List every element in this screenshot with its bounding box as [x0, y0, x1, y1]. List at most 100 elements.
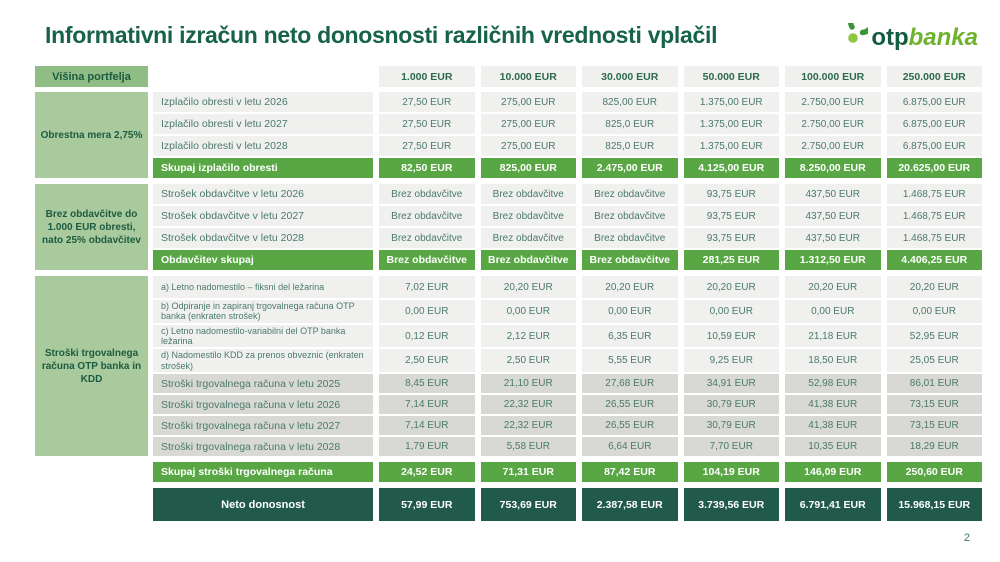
- table-row: Stroški trgovalnega računa v letu 2028 1,…: [153, 437, 982, 457]
- value-cell: 1.468,75 EUR: [886, 184, 982, 204]
- table-row: Skupaj stroški trgovalnega računa 24,52 E…: [153, 462, 982, 483]
- value-cell: 753,69 EUR: [480, 488, 576, 522]
- value-cell: 1.468,75 EUR: [886, 228, 982, 248]
- value-cell: 0,00 EUR: [683, 300, 779, 323]
- table-row: Obdavčitev skupaj Brez obdavčitve Brez obd…: [153, 250, 982, 270]
- value-cell: Brez obdavčitve: [480, 250, 576, 270]
- otp-banka-logo: otpbanka: [838, 23, 978, 53]
- value-cell: 26,55 EUR: [582, 416, 678, 436]
- value-cell: 437,50 EUR: [785, 206, 881, 226]
- value-cell: 6.875,00 EUR: [886, 92, 982, 112]
- row-label: a) Letno nadomestilo – fiksni del ležari…: [153, 276, 373, 298]
- value-cell: 27,50 EUR: [379, 136, 475, 156]
- row-label: Stroški trgovalnega računa v letu 2028: [153, 437, 373, 457]
- value-cell: 22,32 EUR: [480, 416, 576, 436]
- row-label: Strošek obdavčitve v letu 2027: [153, 206, 373, 226]
- value-cell: Brez obdavčitve: [480, 228, 576, 248]
- value-cell: 6.791,41 EUR: [785, 488, 881, 522]
- value-cell: 7,14 EUR: [379, 395, 475, 415]
- otp-logo-icon: [838, 23, 869, 53]
- value-cell: 52,95 EUR: [886, 324, 982, 348]
- table-row: Strošek obdavčitve v letu 2027 Brez obdav…: [153, 206, 982, 226]
- value-cell: 52,98 EUR: [785, 374, 881, 394]
- value-cell: 0,00 EUR: [886, 300, 982, 323]
- grand-total-row-wrap: Skupaj stroški trgovalnega računa 24,52 E…: [35, 462, 982, 483]
- value-cell: 2.750,00 EUR: [785, 114, 881, 134]
- row-label: Obdavčitev skupaj: [153, 250, 373, 270]
- value-cell: 3.739,56 EUR: [683, 488, 779, 522]
- value-cell: 20.625,00 EUR: [886, 158, 982, 178]
- row-label: c) Letno nadomestilo-variabilni del OTP …: [153, 324, 373, 348]
- otp-logo-text: otpbanka: [871, 26, 978, 50]
- value-cell: 73,15 EUR: [886, 416, 982, 436]
- section-rows: Neto donosnost 57,99 EUR 753,69 EUR 2.387,5…: [153, 488, 982, 522]
- table-section: Obrestna mera 2,75% Izplačilo obresti v l…: [35, 92, 982, 178]
- column-header: 250.000 EUR: [886, 66, 982, 87]
- value-cell: 2.387,58 EUR: [582, 488, 678, 522]
- column-header: 50.000 EUR: [683, 66, 779, 87]
- value-cell: Brez obdavčitve: [480, 206, 576, 226]
- row-label: Izplačilo obresti v letu 2026: [153, 92, 373, 112]
- section-label: Obrestna mera 2,75%: [35, 92, 148, 178]
- table-row: b) Odpiranje in zapiranj trgovalnega rač…: [153, 300, 982, 323]
- value-cell: 8.250,00 EUR: [785, 158, 881, 178]
- table-row: Strošek obdavčitve v letu 2028 Brez obdav…: [153, 228, 982, 248]
- row-label: Strošek obdavčitve v letu 2026: [153, 184, 373, 204]
- value-cell: 24,52 EUR: [379, 462, 475, 483]
- value-cell: 57,99 EUR: [379, 488, 475, 522]
- row-label: Skupaj izplačilo obresti: [153, 158, 373, 178]
- value-cell: Brez obdavčitve: [582, 250, 678, 270]
- value-cell: Brez obdavčitve: [582, 206, 678, 226]
- value-cell: 7,14 EUR: [379, 416, 475, 436]
- value-cell: 20,20 EUR: [582, 276, 678, 298]
- table-row: Izplačilo obresti v letu 2026 27,50 EUR 27…: [153, 92, 982, 112]
- value-cell: 825,0 EUR: [582, 136, 678, 156]
- value-cell: Brez obdavčitve: [582, 184, 678, 204]
- value-cell: 20,20 EUR: [683, 276, 779, 298]
- value-cell: 437,50 EUR: [785, 184, 881, 204]
- table-row: a) Letno nadomestilo – fiksni del ležari…: [153, 276, 982, 298]
- table-body: Obrestna mera 2,75% Izplačilo obresti v l…: [35, 92, 982, 522]
- table-row: Stroški trgovalnega računa v letu 2026 7,…: [153, 395, 982, 415]
- value-cell: 0,00 EUR: [480, 300, 576, 323]
- value-cell: 2,12 EUR: [480, 324, 576, 348]
- row-label: Stroški trgovalnega računa v letu 2027: [153, 416, 373, 436]
- table-row: Neto donosnost 57,99 EUR 753,69 EUR 2.387,5…: [153, 488, 982, 522]
- value-cell: Brez obdavčitve: [379, 228, 475, 248]
- header-spacer: [153, 66, 373, 87]
- value-cell: 27,50 EUR: [379, 92, 475, 112]
- value-cell: 93,75 EUR: [683, 228, 779, 248]
- column-header: 10.000 EUR: [480, 66, 576, 87]
- value-cell: 10,35 EUR: [785, 437, 881, 457]
- value-cell: 30,79 EUR: [683, 416, 779, 436]
- section-label-spacer: [35, 488, 148, 521]
- table-section: Stroški trgovalnega računa OTP banka in …: [35, 276, 982, 457]
- value-cell: 250,60 EUR: [886, 462, 982, 483]
- column-header: 30.000 EUR: [582, 66, 678, 87]
- row-label: Skupaj stroški trgovalnega računa: [153, 462, 373, 483]
- value-cell: 0,12 EUR: [379, 324, 475, 348]
- value-cell: Brez obdavčitve: [379, 250, 475, 270]
- value-cell: 87,42 EUR: [582, 462, 678, 483]
- value-cell: 275,00 EUR: [480, 92, 576, 112]
- value-cell: 26,55 EUR: [582, 395, 678, 415]
- table-section: Brez obdavčitve do 1.000 EUR obresti, na…: [35, 184, 982, 270]
- calculation-table: Višina portfelja 1.000 EUR 10.000 EUR 30…: [35, 66, 982, 522]
- value-cell: 18,29 EUR: [886, 437, 982, 457]
- section-label: Brez obdavčitve do 1.000 EUR obresti, na…: [35, 184, 148, 270]
- value-cell: 275,00 EUR: [480, 136, 576, 156]
- value-cell: 4.125,00 EUR: [683, 158, 779, 178]
- value-cell: 8,45 EUR: [379, 374, 475, 394]
- value-cell: 1.375,00 EUR: [683, 114, 779, 134]
- value-cell: 22,32 EUR: [480, 395, 576, 415]
- value-cell: 93,75 EUR: [683, 184, 779, 204]
- value-cell: 86,01 EUR: [886, 374, 982, 394]
- logo-banka-word: banka: [908, 24, 978, 51]
- section-rows: Skupaj stroški trgovalnega računa 24,52 E…: [153, 462, 982, 483]
- value-cell: 2,50 EUR: [480, 349, 576, 373]
- section-rows: a) Letno nadomestilo – fiksni del ležari…: [153, 276, 982, 457]
- value-cell: 0,00 EUR: [379, 300, 475, 323]
- value-cell: 275,00 EUR: [480, 114, 576, 134]
- value-cell: 10,59 EUR: [683, 324, 779, 348]
